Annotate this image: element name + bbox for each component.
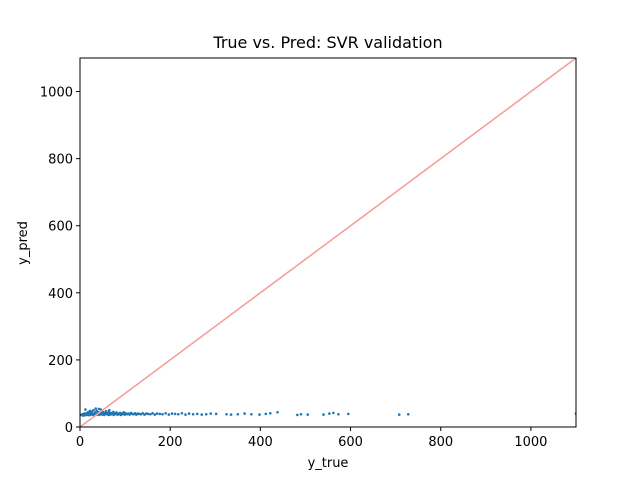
scatter-point [167,413,171,416]
scatter-point [158,412,162,416]
y-tick-label: 600 [48,220,73,235]
x-tick-label: 1000 [514,435,547,450]
scatter-point [250,412,253,416]
x-tick-label: 800 [428,435,453,450]
x-tick-label: 200 [158,435,183,450]
scatter-point [200,413,204,416]
scatter-point [151,411,154,415]
scatter-point [214,412,218,416]
x-tick-label: 0 [76,435,84,450]
scatter-point [146,412,150,416]
scatter-point [296,413,299,417]
scatter-point [268,411,272,415]
scatter-point [225,412,228,416]
scatter-point [149,412,152,416]
scatter-point [276,410,279,414]
scatter-point [161,412,164,416]
scatter-point [95,409,98,413]
scatter-point [164,411,167,415]
scatter-point [170,412,174,415]
scatter-point [180,411,184,415]
scatter-point [92,408,95,412]
y-tick-label: 200 [48,354,73,369]
scatter-point [236,412,240,416]
scatter-point [191,412,195,416]
scatter-point [243,412,246,415]
plot-area-frame [79,57,577,428]
scatter-point [306,413,310,416]
scatter-point [264,412,268,416]
scatter-point [406,412,410,416]
x-tick-label: 600 [338,435,363,450]
scatter-point [229,413,233,416]
y-axis-label: y_pred [16,221,31,265]
x-tick-label: 400 [248,435,273,450]
scatter-point [155,412,159,415]
scatter-point [104,409,108,413]
chart-title: True vs. Pred: SVR validation [212,33,442,52]
scatter-point [97,407,101,411]
scatter-point [153,413,157,416]
reference-line [80,58,576,427]
scatter-point [195,412,199,416]
scatter-point [397,413,401,416]
scatter-point [258,413,261,416]
scatter-point [187,412,191,415]
y-tick-label: 400 [48,287,73,302]
scatter-point [184,413,187,416]
x-axis-label: y_true [308,456,349,471]
scatter-point [299,412,303,416]
y-tick-label: 0 [65,421,73,436]
scatter-point [322,413,325,416]
scatter-point [94,407,98,410]
scatter-point [141,411,144,415]
scatter-point [328,412,331,415]
scatter-point [346,412,350,416]
scatter-point [108,408,111,412]
y-tick-label: 800 [48,153,73,168]
scatter-point [88,409,92,413]
scatter-point [209,412,213,415]
scatter-point [84,408,87,411]
scatter-point [204,412,208,416]
scatter-point [337,412,340,416]
scatter-point [176,412,180,416]
scatter-point [173,412,177,416]
scatter-point [332,411,335,415]
y-tick-label: 1000 [40,86,73,101]
